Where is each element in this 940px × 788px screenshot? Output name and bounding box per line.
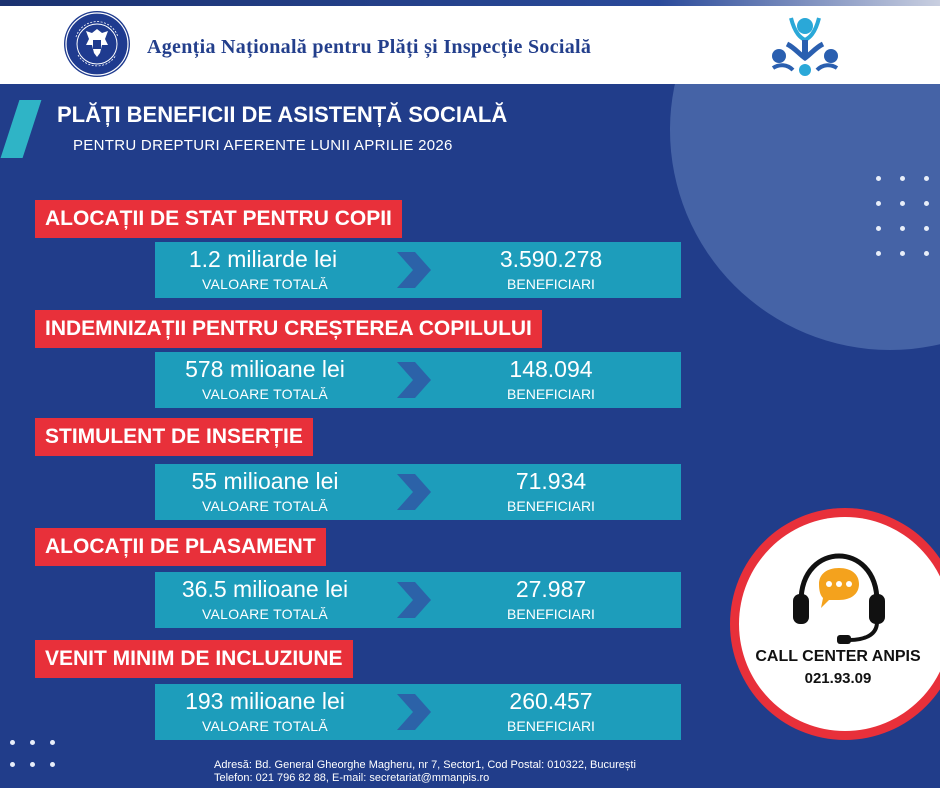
benefit-amount: 193 milioane lei xyxy=(185,688,345,714)
agency-name: Agenția Națională pentru Plăți și Inspec… xyxy=(147,36,592,58)
anpis-logo-icon xyxy=(771,17,839,76)
call-center-title: CALL CENTER ANPIS xyxy=(755,648,921,665)
page-title: PLĂȚI BENEFICII DE ASISTENȚĂ SOCIALĂ xyxy=(57,102,508,127)
benefit-stats-bar: 36.5 milioane lei VALOARE TOTALĂ 27.987 … xyxy=(155,572,681,628)
benefit-amount: 1.2 miliarde lei xyxy=(188,246,338,272)
benefit-stats-bar: 578 milioane lei VALOARE TOTALĂ 148.094 … xyxy=(155,352,681,408)
benefit-label: ALOCAȚII DE PLASAMENT xyxy=(35,528,326,566)
accent-slash xyxy=(0,100,42,158)
romanian-government-crest-icon xyxy=(64,11,130,77)
benefit-beneficiaries-label: BENEFICIARI xyxy=(507,606,595,622)
benefit-label: INDEMNIZAȚII PENTRU CREȘTEREA COPILULUI xyxy=(35,310,542,348)
footer-contact: Telefon: 021 796 82 88, E-mail: secretar… xyxy=(214,772,490,784)
top-strip xyxy=(0,0,940,6)
page-subtitle: PENTRU DREPTURI AFERENTE LUNII APRILIE 2… xyxy=(73,137,453,154)
benefit-label: ALOCAȚII DE STAT PENTRU COPII xyxy=(35,200,402,238)
benefit-stats-bar: 1.2 miliarde lei VALOARE TOTALĂ 3.590.27… xyxy=(155,242,681,298)
chevron-right-icon xyxy=(397,474,431,510)
benefit-beneficiaries-label: BENEFICIARI xyxy=(507,718,595,734)
benefit-beneficiaries: 71.934 xyxy=(515,468,587,494)
header-banner: Agenția Națională pentru Plăți și Inspec… xyxy=(0,6,940,84)
benefit-amount-label: VALOARE TOTALĂ xyxy=(201,276,329,292)
benefit-amount: 55 milioane lei xyxy=(191,468,339,494)
benefit-amount-label: VALOARE TOTALĂ xyxy=(201,386,329,402)
benefit-amount: 36.5 milioane lei xyxy=(181,576,349,602)
benefit-beneficiaries: 260.457 xyxy=(509,688,593,714)
headset-chat-icon xyxy=(793,553,885,644)
benefit-amount-label: VALOARE TOTALĂ xyxy=(201,498,329,514)
benefit-amount: 578 milioane lei xyxy=(185,356,345,382)
chevron-right-icon xyxy=(397,252,431,288)
benefit-stats-bar: 55 milioane lei VALOARE TOTALĂ 71.934 BE… xyxy=(155,464,681,520)
benefit-beneficiaries: 3.590.278 xyxy=(499,246,603,272)
benefit-beneficiaries-label: BENEFICIARI xyxy=(507,276,595,292)
benefit-beneficiaries: 148.094 xyxy=(509,356,593,382)
chevron-right-icon xyxy=(397,582,431,618)
benefit-beneficiaries-label: BENEFICIARI xyxy=(507,498,595,514)
benefit-beneficiaries: 27.987 xyxy=(515,576,587,602)
benefit-label: STIMULENT DE INSERȚIE xyxy=(35,418,313,456)
chevron-right-icon xyxy=(397,694,431,730)
chevron-right-icon xyxy=(397,362,431,398)
benefit-beneficiaries-label: BENEFICIARI xyxy=(507,386,595,402)
benefit-stats-bar: 193 milioane lei VALOARE TOTALĂ 260.457 … xyxy=(155,684,681,740)
benefit-amount-label: VALOARE TOTALĂ xyxy=(201,606,329,622)
benefit-amount-label: VALOARE TOTALĂ xyxy=(201,718,329,734)
footer-address: Adresă: Bd. General Gheorghe Magheru, nr… xyxy=(214,759,636,771)
benefit-label: VENIT MINIM DE INCLUZIUNE xyxy=(35,640,353,678)
call-center-phone: 021.93.09 xyxy=(804,670,872,687)
call-center-badge-inner xyxy=(739,517,940,731)
